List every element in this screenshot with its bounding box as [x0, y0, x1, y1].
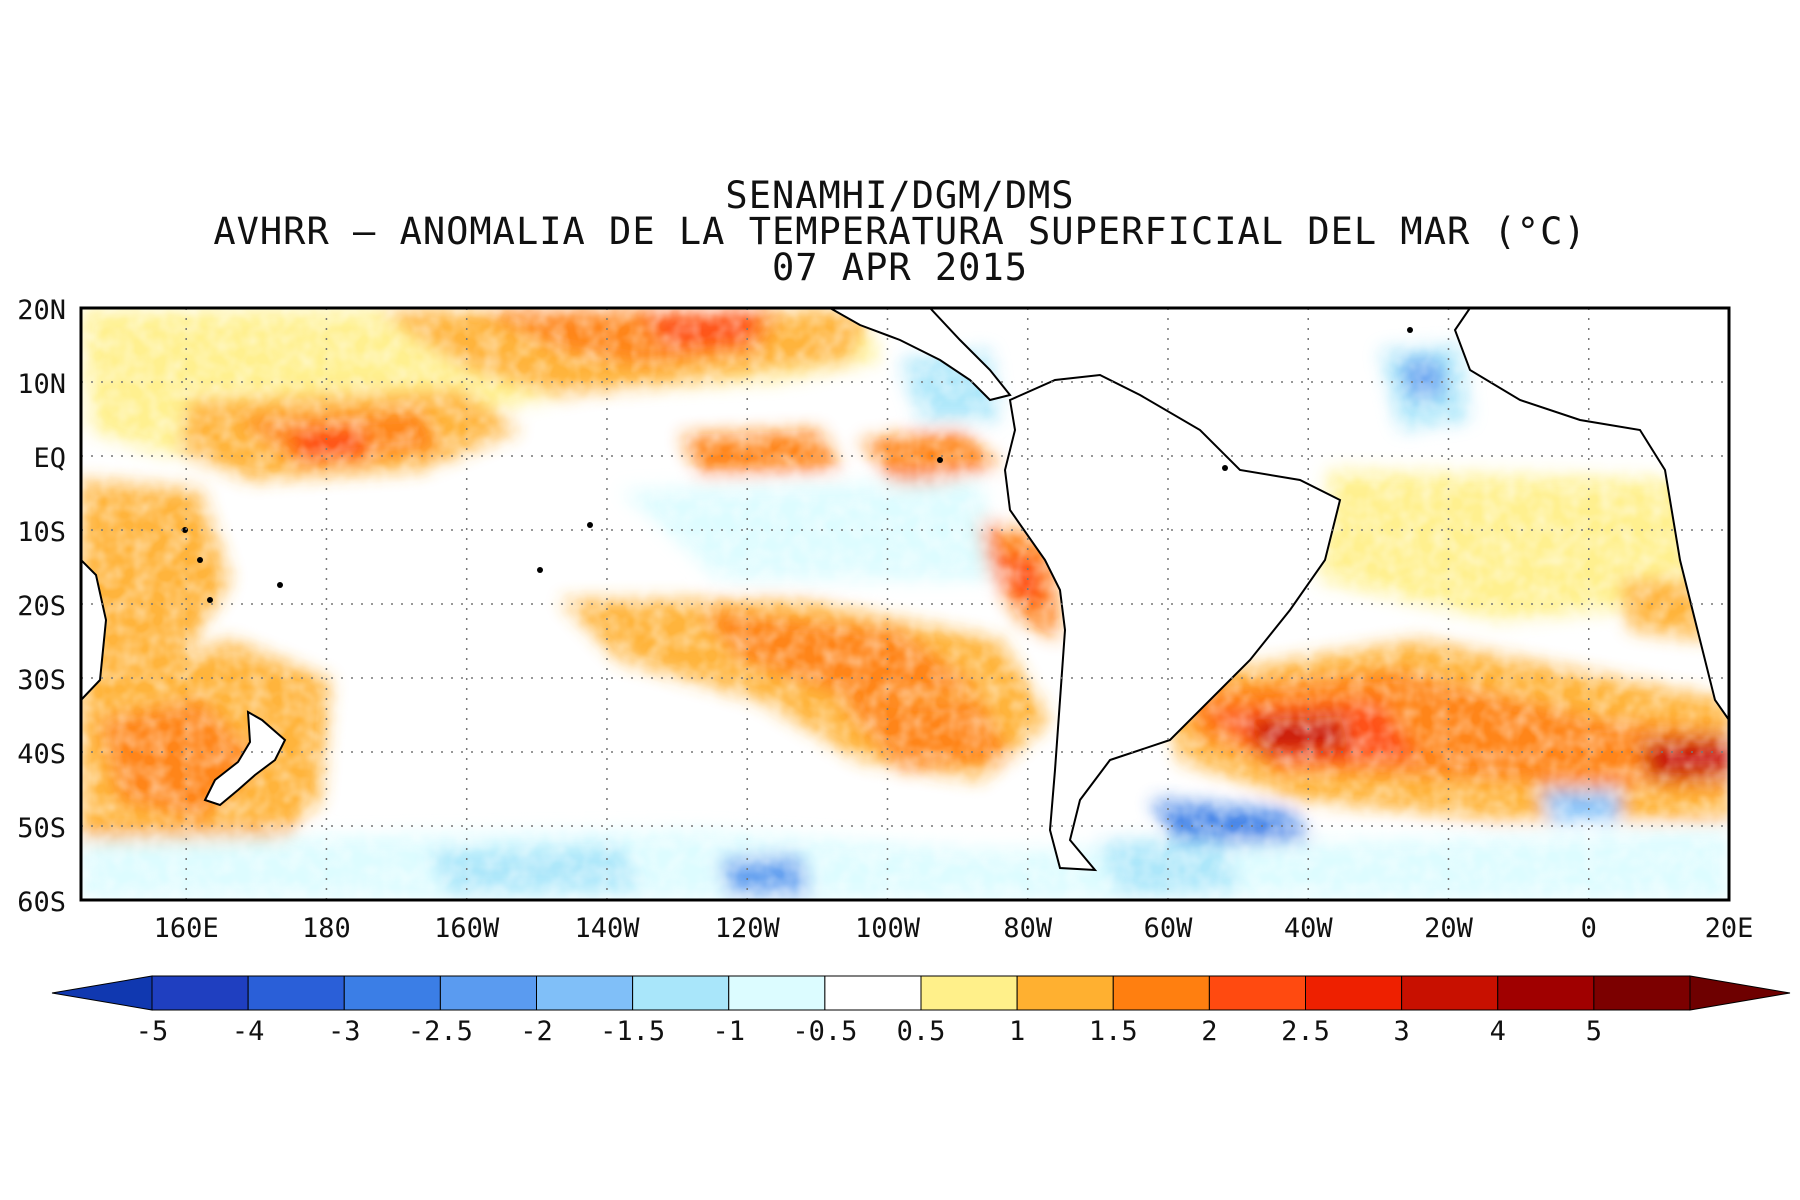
colorbar-swatch [1401, 975, 1499, 1011]
latitude-tick-label: 50S [17, 813, 66, 844]
map-title: SENAMHI/DGM/DMS AVHRR – ANOMALIA DE LA T… [0, 174, 1800, 289]
central-america-land [827, 308, 1012, 402]
colorbar-tick-label: 2.5 [1281, 1016, 1330, 1047]
longitude-tick-label: 20W [1424, 913, 1474, 944]
longitude-tick-label: 100W [855, 913, 921, 944]
longitude-tick-label: 160W [434, 913, 500, 944]
longitude-tick-label: 180 [302, 913, 351, 944]
colorbar-tick-label: 1 [1009, 1016, 1025, 1047]
longitude-tick-label: 60W [1144, 913, 1194, 944]
latitude-tick-label: 10S [17, 517, 66, 548]
colorbar-tick-label: -1.5 [600, 1016, 665, 1047]
longitude-tick-label: 140W [574, 913, 640, 944]
colorbar-tick-label: -0.5 [792, 1016, 857, 1047]
south-america-land [1003, 373, 1342, 872]
title-line-variable: AVHRR – ANOMALIA DE LA TEMPERATURA SUPER… [213, 210, 1587, 253]
latitude-tick-label: 60S [17, 887, 66, 918]
longitude-tick-label: 80W [1003, 913, 1053, 944]
longitude-tick-label: 160E [154, 913, 219, 944]
colorbar-tick-label: 0.5 [897, 1016, 946, 1047]
colorbar-tick-label: 1.5 [1089, 1016, 1138, 1047]
colorbar-swatch [151, 975, 249, 1011]
colorbar-swatch [1593, 975, 1691, 1011]
colorbar-tick-label: 3 [1393, 1016, 1409, 1047]
latitude-tick-label: 20S [17, 591, 66, 622]
anomaly-field-layer [81, 308, 1729, 900]
colorbar-high-arrow [1689, 975, 1791, 1011]
title-line-agency: SENAMHI/DGM/DMS [725, 174, 1075, 217]
longitude-tick-label: 20E [1705, 913, 1754, 944]
colorbar-swatch [1208, 975, 1306, 1011]
colorbar-tick-label: 4 [1490, 1016, 1506, 1047]
latitude-tick-label: 10N [17, 369, 66, 400]
latitude-axis: 20N 10N EQ 10S 20S 30S 40S 50S 60S [17, 295, 66, 918]
colorbar-swatch [1497, 975, 1595, 1011]
colorbar-tick-label: -4 [232, 1016, 265, 1047]
colorbar-swatch [536, 975, 634, 1011]
latitude-tick-label: EQ [33, 443, 66, 474]
colorbar-swatch [1016, 975, 1114, 1011]
colorbar-swatch [439, 975, 537, 1011]
colorbar-swatch [632, 975, 730, 1011]
colorbar-swatch [1305, 975, 1403, 1011]
africa-land [1453, 308, 1729, 722]
latitude-tick-label: 30S [17, 665, 66, 696]
title-line-date: 07 APR 2015 [771, 246, 1029, 289]
longitude-tick-label: 120W [715, 913, 781, 944]
longitude-tick-label: 0 [1581, 913, 1597, 944]
plot-frame [79, 306, 1731, 902]
new-zealand-land [203, 710, 287, 807]
colorbar-swatch [247, 975, 345, 1011]
colorbar-tick-label: -5 [136, 1016, 169, 1047]
colorbar-tick-label: -3 [328, 1016, 361, 1047]
colorbar-tick-label: 2 [1201, 1016, 1217, 1047]
longitude-tick-label: 40W [1284, 913, 1334, 944]
longitude-axis: 160E 180 160W 140W 120W 100W 80W 60W 40W 20W 0 20E [154, 913, 1754, 944]
latitude-tick-label: 20N [17, 295, 66, 326]
colorbar-swatch [343, 975, 441, 1011]
colorbar-tick-label: -2.5 [408, 1016, 473, 1047]
pacific-islands [182, 327, 1413, 603]
colorbar-tick-label: -2 [520, 1016, 553, 1047]
latitude-tick-label: 40S [17, 739, 66, 770]
colorbar-swatch [728, 975, 826, 1011]
colorbar-low-arrow [51, 975, 153, 1011]
colorbar-swatch [920, 975, 1018, 1011]
colorbar-swatch [1112, 975, 1210, 1011]
colorbar-swatch [824, 975, 922, 1011]
colorbar-legend: -5 -4 -3 -2.5 -2 -1.5 -1 -0.5 0.5 1 1.5 2 2.5 3 4 5 [51, 975, 1791, 1047]
colorbar-tick-label: -1 [712, 1016, 745, 1047]
colorbar-tick-label: 5 [1586, 1016, 1602, 1047]
australia-edge-land [81, 558, 108, 702]
land-masses [81, 308, 1729, 872]
